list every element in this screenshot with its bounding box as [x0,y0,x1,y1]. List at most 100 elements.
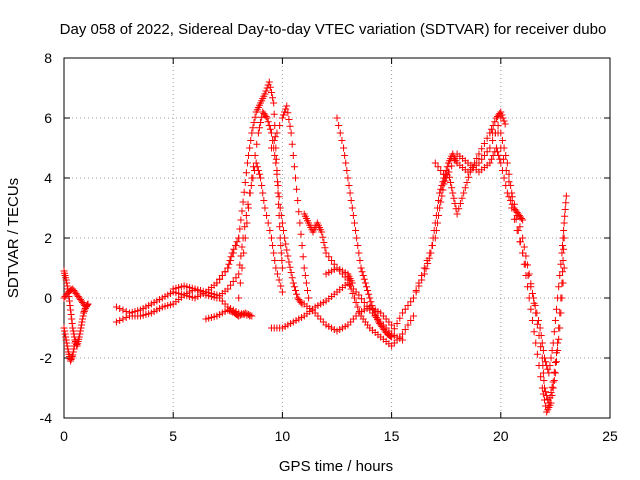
data-point [67,356,75,363]
data-point [355,308,363,315]
data-point [295,208,303,216]
x-tick-label: 20 [493,428,509,444]
data-point [449,189,457,197]
data-point [434,163,442,171]
data-point [439,186,447,194]
data-point [251,113,259,121]
y-tick-label: 8 [44,50,52,66]
data-point [431,159,439,167]
data-point [399,330,407,338]
data-point [537,373,545,381]
data-point [520,243,528,251]
data-point [350,219,358,227]
data-point [558,249,566,257]
data-point [260,197,268,204]
data-point [81,302,89,309]
data-point [423,257,431,264]
y-tick-label: -2 [40,350,53,366]
data-point [547,389,555,396]
data-point [527,283,535,291]
data-point [319,233,327,241]
data-point [63,279,71,287]
data-point [69,324,77,332]
data-point [62,333,70,341]
data-point [505,178,513,186]
data-point [270,249,278,257]
data-point [534,317,542,324]
data-point [550,377,558,384]
data-point [276,204,284,212]
data-point [513,227,521,234]
data-point [67,357,75,365]
data-point [270,137,278,144]
chart-title: Day 058 of 2022, Sidereal Day-to-day VTE… [60,21,607,38]
data-point [64,345,72,353]
data-point [497,144,505,152]
series-arc-f [169,159,286,302]
data-point [401,305,409,313]
series-arc-j [202,306,256,323]
data-point [357,264,365,272]
data-point [71,339,79,347]
data-point [354,242,362,249]
data-point [258,182,266,189]
data-point [537,343,545,351]
data-point [530,294,538,302]
data-point [393,320,401,327]
data-point [426,249,434,257]
data-point [497,108,505,116]
data-point [494,148,502,156]
data-point [557,260,565,268]
data-point [420,264,428,272]
data-point [282,240,290,248]
data-point [265,78,273,86]
data-point [562,199,570,207]
data-point [242,169,250,177]
data-point [345,182,353,189]
data-point [287,269,295,276]
data-point [489,137,497,144]
data-point [60,324,68,332]
data-point [560,219,568,227]
data-point [273,170,281,178]
data-point [530,328,538,336]
data-point [335,122,343,129]
data-point [275,193,283,201]
data-point [82,303,90,311]
data-point [261,90,269,98]
data-point [536,324,544,332]
data-point [293,290,301,298]
data-point [549,339,557,347]
data-point [546,394,554,402]
data-point [539,347,547,354]
data-point [287,129,295,137]
data-point [347,285,355,293]
data-point [497,129,505,137]
data-point [62,276,70,284]
data-point [281,108,289,116]
data-point [236,311,244,319]
data-point [63,282,71,290]
data-point [225,307,233,315]
data-point [358,295,366,303]
x-tick-label: 10 [275,428,291,444]
data-point [213,279,221,287]
data-point [341,152,349,159]
data-point [253,140,261,148]
data-point [271,152,279,159]
data-point [561,212,569,220]
data-point [440,180,448,188]
data-point [551,369,559,377]
data-point [366,294,374,302]
data-point [294,197,302,204]
data-point [224,264,232,272]
data-point [466,168,474,176]
data-point [538,339,546,347]
data-point [283,102,291,110]
data-point [522,252,530,260]
data-point [119,315,127,323]
data-point [235,294,243,302]
data-point [266,227,274,234]
data-point [338,137,346,144]
